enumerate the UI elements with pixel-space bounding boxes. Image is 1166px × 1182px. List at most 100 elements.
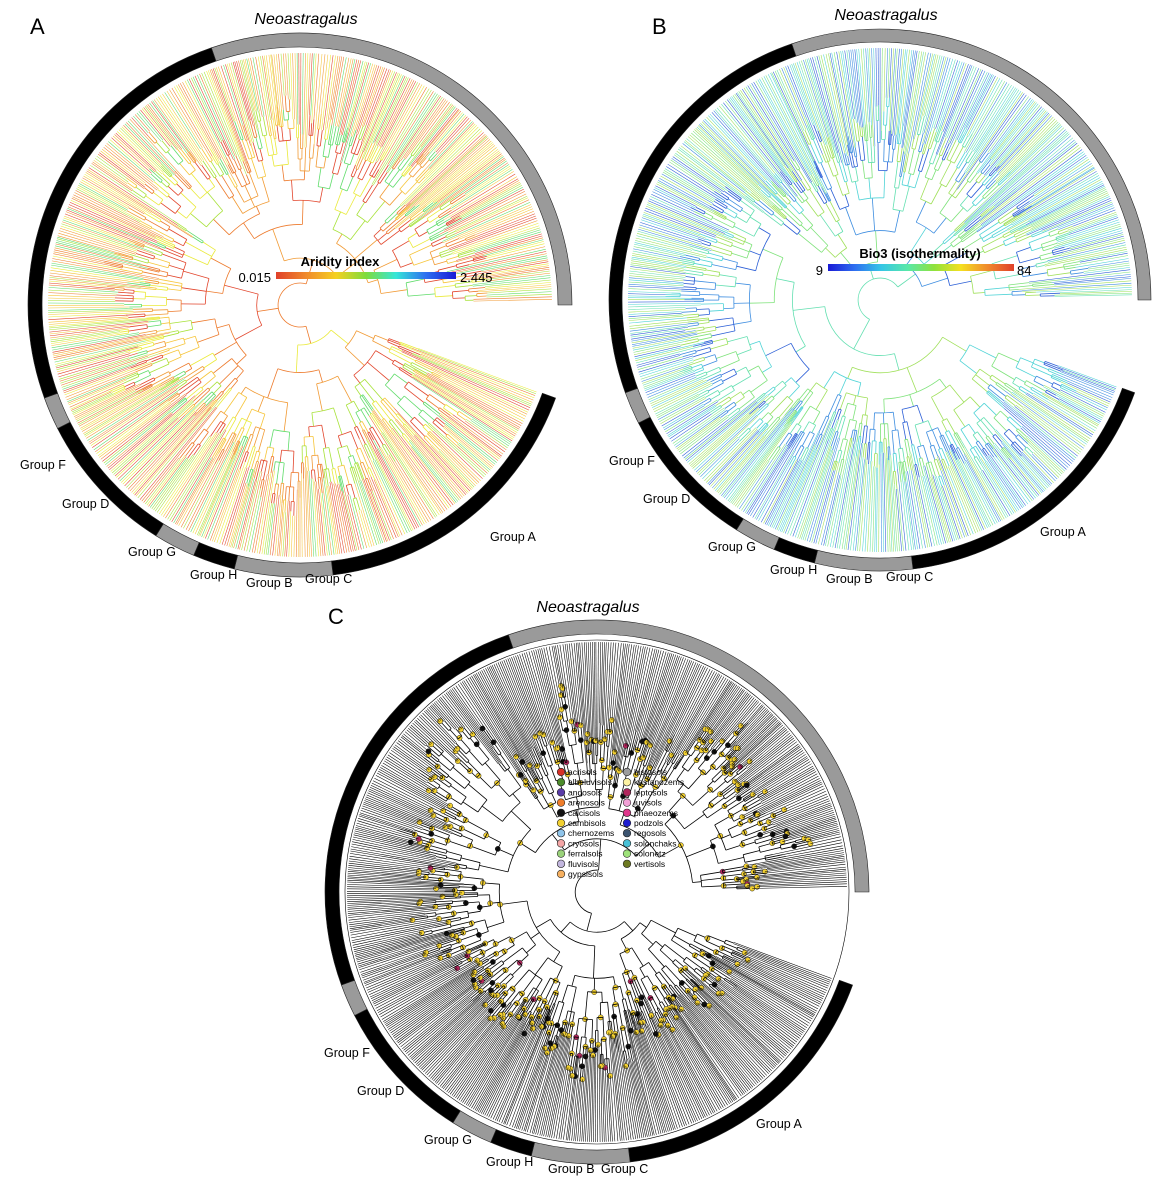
tree-branch: [832, 146, 839, 163]
tree-tip-branch: [979, 142, 1078, 222]
tree-internal-arc: [429, 252, 435, 265]
tree-branch: [125, 384, 136, 390]
tree-branch: [965, 150, 973, 162]
tree-branch: [138, 370, 149, 376]
tree-tip-branch: [72, 196, 156, 237]
tree-tip-branch: [477, 261, 549, 275]
tree-branch: [862, 425, 865, 444]
tree-tip-branch: [106, 412, 172, 467]
tree-branch: [400, 154, 413, 171]
tree-branch: [861, 136, 866, 161]
tree-branch: [805, 117, 815, 139]
tree-branch: [680, 340, 699, 346]
tree-tip-branch: [818, 55, 841, 143]
tree-internal-arc: [189, 169, 196, 176]
tree-branch: [430, 153, 437, 162]
tree-branch: [132, 308, 153, 310]
tree-branch: [160, 202, 176, 214]
tree-branch: [259, 121, 264, 136]
tree-tip-branch: [362, 66, 384, 127]
tree-branch: [343, 145, 350, 164]
tree-tip-branch: [1056, 373, 1113, 398]
tree-internal-arc: [581, 1036, 587, 1038]
ancestral-state-node: [423, 874, 429, 881]
tree-internal-arc: [190, 320, 194, 330]
tree-branch: [218, 450, 225, 461]
tree-branch: [771, 205, 786, 219]
tree-tip-branch: [992, 449, 1033, 501]
group-label: Group C: [886, 570, 933, 584]
tree-tip-branch: [988, 137, 1074, 209]
tree-tip-branch: [922, 56, 947, 144]
tree-tip-branch: [836, 51, 854, 146]
tree-tip-branch: [414, 373, 517, 435]
tree-branch: [279, 450, 282, 463]
tree-tip-branch: [1061, 370, 1115, 392]
tree-branch: [940, 475, 945, 486]
tree-internal-arc: [353, 192, 361, 197]
tree-tip-branch: [87, 378, 185, 441]
tree-branch: [956, 432, 962, 441]
tree-tip-branch: [987, 96, 1029, 153]
tree-branch: [243, 434, 252, 454]
tree-tip-branch: [706, 117, 767, 181]
tree-branch: [443, 279, 461, 284]
tree-branch: [1012, 382, 1021, 388]
tree-tip-branch: [52, 255, 120, 270]
tree-tip-branch: [48, 295, 115, 299]
tree-tip-branch: [632, 336, 691, 349]
tree-branch: [170, 395, 180, 403]
tree-branch: [181, 287, 207, 292]
tree-tip-branch: [641, 217, 706, 240]
tree-tip-branch: [902, 49, 913, 126]
tree-branch: [711, 192, 726, 202]
tree-internal-arc: [152, 342, 155, 346]
tree-tip-branch: [407, 135, 487, 208]
tree-tip-branch: [75, 389, 136, 421]
tree-internal-arc: [1003, 241, 1006, 246]
tree-tip-branch: [408, 440, 459, 502]
tree-branch: [204, 393, 215, 404]
tree-internal-arc: [710, 262, 713, 267]
tree-tip-branch: [959, 458, 994, 526]
tree-internal-arc: [337, 445, 348, 449]
tree-tip-branch: [641, 365, 689, 382]
tree-tip-branch: [863, 48, 869, 123]
tree-tip-branch: [74, 192, 164, 238]
tree-branch: [1033, 380, 1044, 387]
tree-tip-branch: [347, 878, 464, 886]
tree-branch: [345, 194, 357, 215]
tree-tip-branch: [924, 57, 951, 145]
tree-tip-branch: [148, 456, 187, 507]
tree-tip-branch: [629, 273, 684, 280]
tree-branch: [892, 453, 895, 472]
tree-tip-branch: [209, 69, 247, 165]
tree-tip-branch: [956, 459, 990, 528]
tree-branch: [257, 307, 279, 312]
tree-tip-branch: [990, 105, 1041, 166]
tree-branch: [887, 423, 890, 447]
tree-tip-branch: [487, 288, 552, 294]
tree-branch: [686, 956, 702, 969]
tree-internal-arc: [745, 366, 752, 377]
tree-tip-branch: [846, 50, 857, 123]
tree-branch: [722, 373, 737, 382]
tree-branch: [794, 160, 801, 169]
tree-branch: [230, 380, 239, 390]
tree-tip-branch: [452, 225, 540, 255]
tree-branch: [447, 917, 461, 921]
tree-branch: [992, 229, 1008, 239]
tree-tip-branch: [396, 983, 475, 1042]
tree-tip-branch: [876, 467, 878, 553]
tree-tip-branch: [642, 371, 681, 386]
tree-tip-branch: [106, 143, 154, 183]
tree-branch: [942, 230, 956, 243]
tree-tip-branch: [86, 170, 193, 238]
tree-tip-branch: [719, 415, 785, 495]
tree-tip-branch: [109, 139, 151, 176]
tree-branch: [1024, 383, 1032, 389]
tree-tip-branch: [995, 118, 1056, 181]
tree-tip-branch: [682, 419, 729, 457]
tree-tip-branch: [293, 515, 296, 557]
tree-tip-branch: [183, 460, 219, 529]
